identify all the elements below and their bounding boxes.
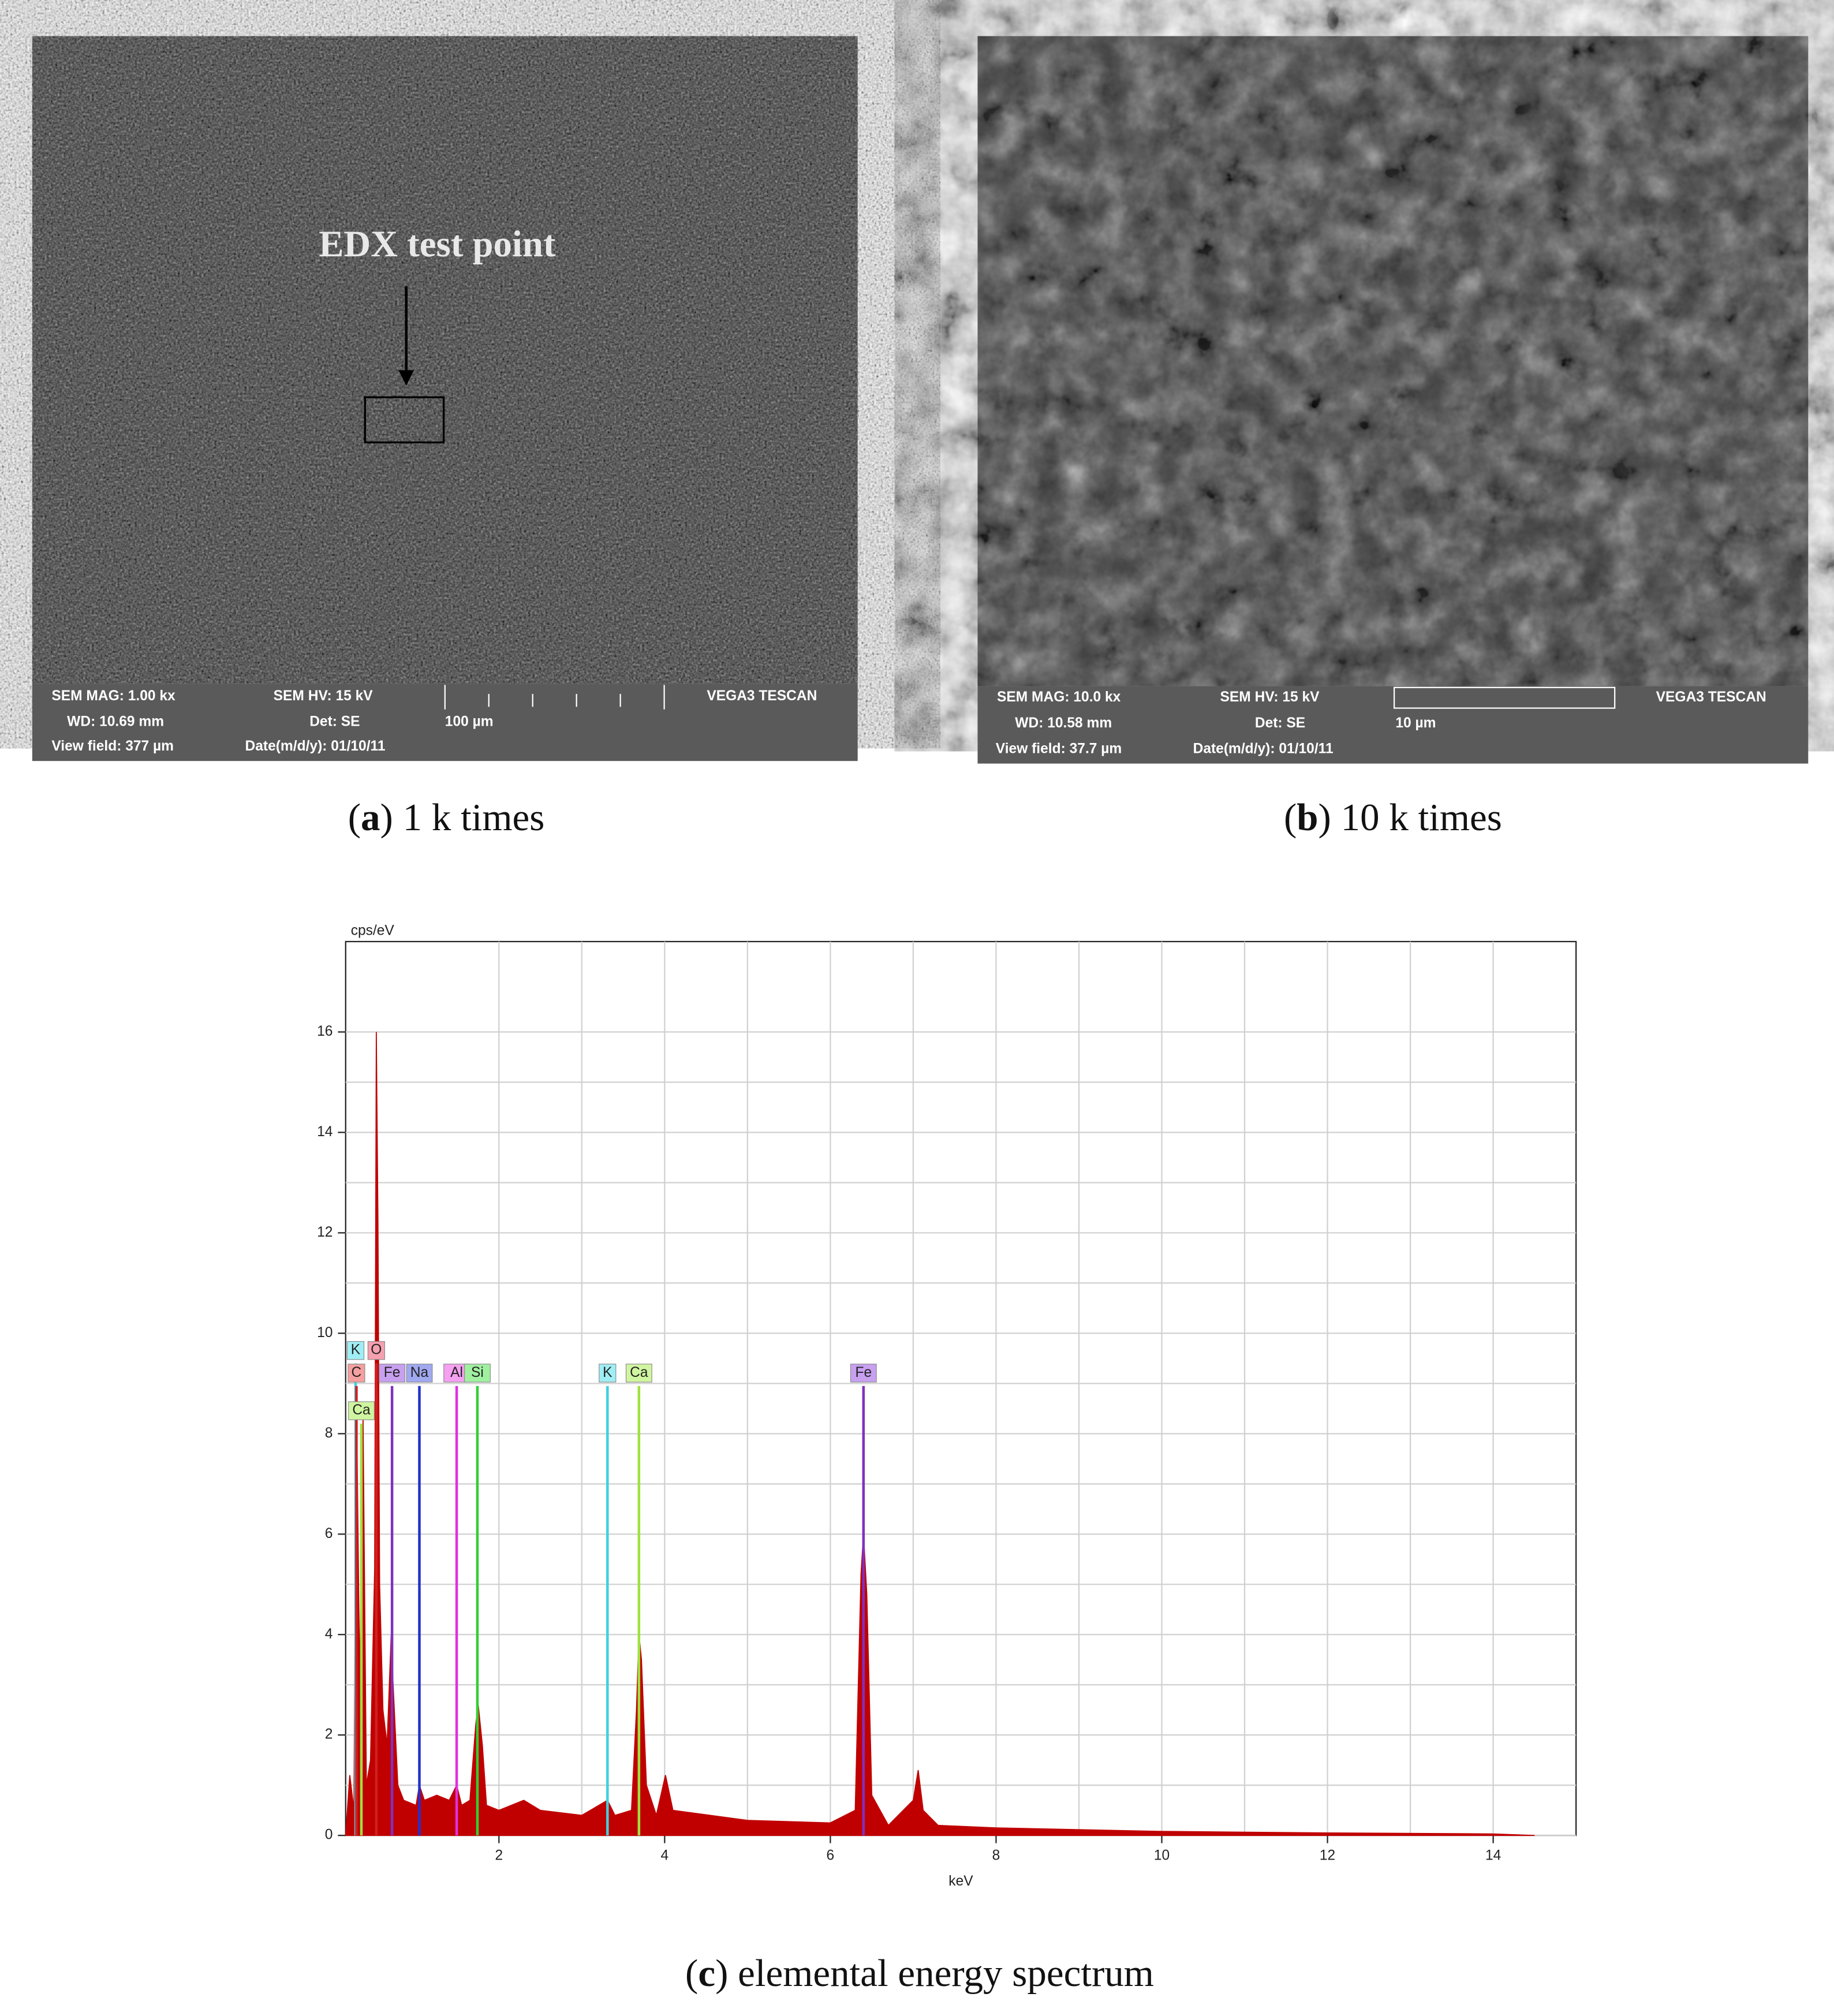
- caption-part: ) elemental energy spectrum: [715, 1952, 1154, 1995]
- element-label: Na: [410, 1365, 429, 1380]
- caption-part: (: [1284, 797, 1297, 839]
- y-tick-label: 16: [317, 1024, 333, 1039]
- caption-part: c: [698, 1952, 715, 1995]
- caption-part: b: [1297, 797, 1318, 839]
- sem-info: SEM HV: 15 kV: [1220, 689, 1320, 705]
- x-tick-label: 4: [661, 1847, 669, 1863]
- sem-info: SEM MAG: 10.0 kx: [997, 689, 1121, 705]
- x-tick-label: 6: [827, 1847, 835, 1863]
- element-label: Fe: [855, 1365, 872, 1380]
- element-label: K: [603, 1365, 612, 1380]
- grid: [345, 941, 1577, 1836]
- caption: (b) 10 k times: [1284, 797, 1502, 839]
- caption-part: (: [348, 797, 361, 839]
- y-tick-label: 6: [325, 1526, 333, 1541]
- caption-part: ) 1 k times: [380, 797, 545, 839]
- caption: (a) 1 k times: [348, 797, 545, 839]
- sem-info: WD: 10.58 mm: [1015, 715, 1112, 731]
- sem-info: WD: 10.69 mm: [67, 714, 164, 730]
- x-tick-label: 10: [1154, 1847, 1170, 1863]
- x-tick-label: 8: [992, 1847, 1000, 1863]
- element-label: Ca: [630, 1365, 648, 1380]
- y-tick-label: 2: [325, 1727, 333, 1742]
- sem-info: VEGA3 TESCAN: [1656, 689, 1766, 705]
- x-tick-label: 12: [1320, 1847, 1335, 1863]
- sem-info: Det: SE: [309, 714, 360, 730]
- sem-info: 10 µm: [1395, 715, 1436, 731]
- element-label-box: [367, 1341, 385, 1360]
- y-tick-label: 8: [325, 1425, 333, 1441]
- x-tick-label: 2: [495, 1847, 503, 1863]
- y-tick-label: 14: [317, 1124, 333, 1140]
- element-label-box: [348, 1401, 375, 1420]
- element-label: Al: [450, 1365, 463, 1380]
- y-tick-label: 12: [317, 1224, 333, 1240]
- scale-bar: [444, 685, 665, 710]
- element-label-box: [850, 1364, 877, 1383]
- caption-part: ) 10 k times: [1318, 797, 1502, 839]
- caption: (c) elemental energy spectrum: [685, 1952, 1154, 1995]
- scale-bar: [1394, 686, 1616, 709]
- element-label-box: [625, 1364, 652, 1383]
- test-box: [364, 396, 445, 443]
- y-tick-label: 4: [325, 1626, 333, 1642]
- sem-info: 100 µm: [445, 714, 494, 730]
- x-axis-label: keV: [948, 1873, 973, 1889]
- arrow-head: [398, 370, 414, 386]
- overlay-label: EDX test point: [319, 223, 556, 265]
- sem-info: View field: 37.7 µm: [996, 741, 1122, 757]
- element-label: C: [352, 1365, 362, 1380]
- element-label-box: [348, 1364, 365, 1383]
- sem-info: View field: 377 µm: [51, 738, 174, 754]
- y-tick-label: 0: [325, 1827, 333, 1843]
- spectrum: [345, 1032, 1535, 1836]
- y-axis-label: cps/eV: [351, 923, 395, 939]
- element-label: K: [351, 1342, 361, 1358]
- caption-part: (: [685, 1952, 698, 1995]
- sem-info: Det: SE: [1255, 715, 1305, 731]
- element-label-box: [346, 1341, 365, 1360]
- sem-info: Date(m/d/y): 01/10/11: [1193, 741, 1334, 757]
- x-tick-label: 14: [1485, 1847, 1501, 1863]
- element-label-box: [599, 1364, 617, 1383]
- element-label: O: [371, 1342, 382, 1358]
- plot-area: [345, 940, 1577, 1836]
- sem-info: Date(m/d/y): 01/10/11: [245, 738, 386, 754]
- sem-texture: [977, 36, 1809, 686]
- y-tick-label: 10: [317, 1325, 333, 1341]
- sem-info: VEGA3 TESCAN: [707, 688, 817, 704]
- sem-info: SEM MAG: 1.00 kx: [51, 688, 175, 704]
- info-bar: [977, 686, 1809, 764]
- element-label: Ca: [352, 1402, 371, 1418]
- element-label: Fe: [384, 1365, 401, 1380]
- element-label-box: [406, 1364, 433, 1383]
- caption-part: a: [361, 797, 380, 839]
- sem-texture: [32, 36, 858, 684]
- element-label-box: [379, 1364, 406, 1383]
- element-label: Si: [471, 1365, 484, 1380]
- element-label-box: [464, 1364, 491, 1383]
- sem-info: SEM HV: 15 kV: [274, 688, 373, 704]
